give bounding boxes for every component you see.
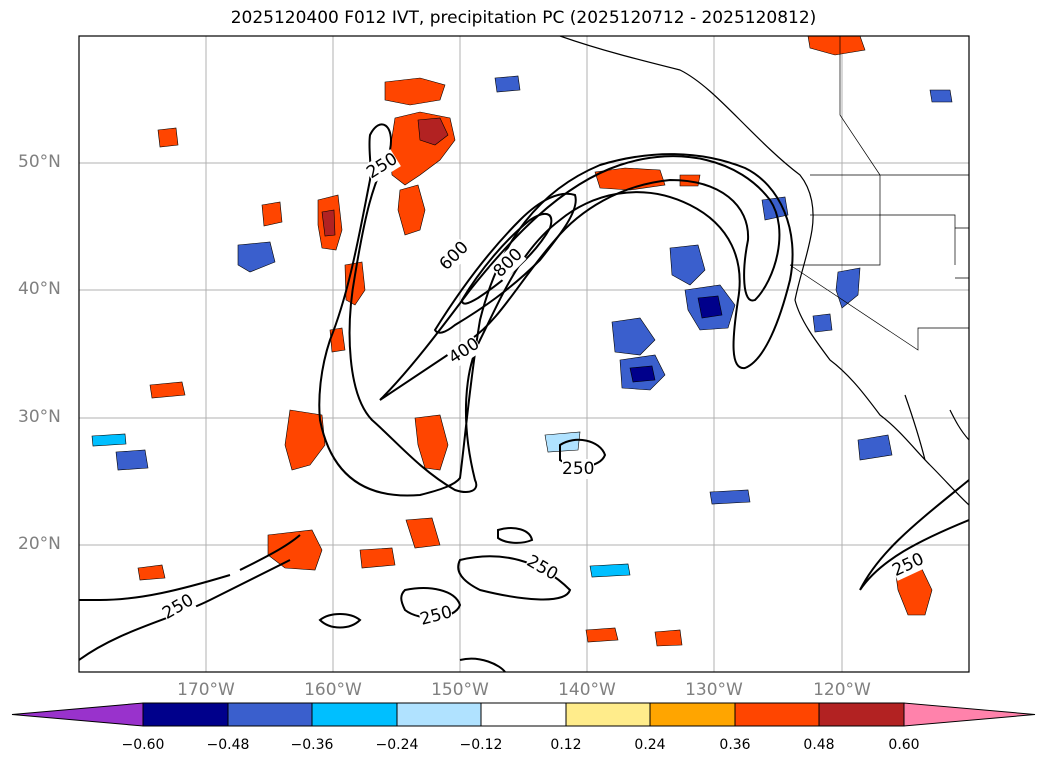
colorbar-tick-label: −0.48: [206, 737, 250, 753]
precip-negative: [91, 75, 953, 578]
lat-label: 30°N: [18, 407, 61, 427]
colorbar-tick-label: −0.60: [121, 737, 165, 753]
colorbar-segment: [649, 702, 736, 727]
state-borders: [789, 36, 969, 351]
colorbar-tick-label: −0.24: [375, 737, 419, 753]
colorbar-segment: [311, 702, 398, 727]
colorbar-segment: [227, 702, 313, 727]
colorbar-extend-min: [11, 702, 144, 727]
lon-label: 140°W: [558, 680, 616, 700]
map-frame: [78, 35, 970, 673]
colorbar-segment: [142, 702, 229, 727]
ivt-contours: [79, 123, 969, 672]
lon-label: 160°W: [304, 680, 362, 700]
lon-label: 170°W: [177, 680, 235, 700]
colorbar-tick-label: −0.36: [290, 737, 334, 753]
colorbar-tick-label: 0.60: [888, 737, 920, 753]
precip-positive: [137, 36, 933, 647]
lon-label: 120°W: [813, 680, 871, 700]
lon-label: 150°W: [431, 680, 489, 700]
colorbar: [11, 702, 1036, 727]
colorbar-tick-label: −0.12: [459, 737, 503, 753]
colorbar-segment: [396, 702, 482, 727]
colorbar-segment: [818, 702, 905, 727]
colorbar-segment: [480, 702, 567, 727]
colorbar-tick-label: 0.48: [803, 737, 835, 753]
colorbar-segment: [734, 702, 820, 727]
graticule: [79, 36, 969, 672]
colorbar-tick-label: 0.24: [634, 737, 666, 753]
lat-label: 40°N: [18, 279, 61, 299]
contour-label: 250: [562, 459, 595, 479]
lat-label: 20°N: [18, 534, 61, 554]
colorbar-segment: [565, 702, 651, 727]
coastline: [559, 36, 969, 506]
colorbar-extend-max: [903, 702, 1036, 727]
lon-label: 130°W: [685, 680, 743, 700]
colorbar-tick-label: 0.12: [550, 737, 582, 753]
lat-label: 50°N: [18, 152, 61, 172]
map-title: 2025120400 F012 IVT, precipitation PC (2…: [230, 8, 817, 28]
colorbar-tick-label: 0.36: [719, 737, 751, 753]
